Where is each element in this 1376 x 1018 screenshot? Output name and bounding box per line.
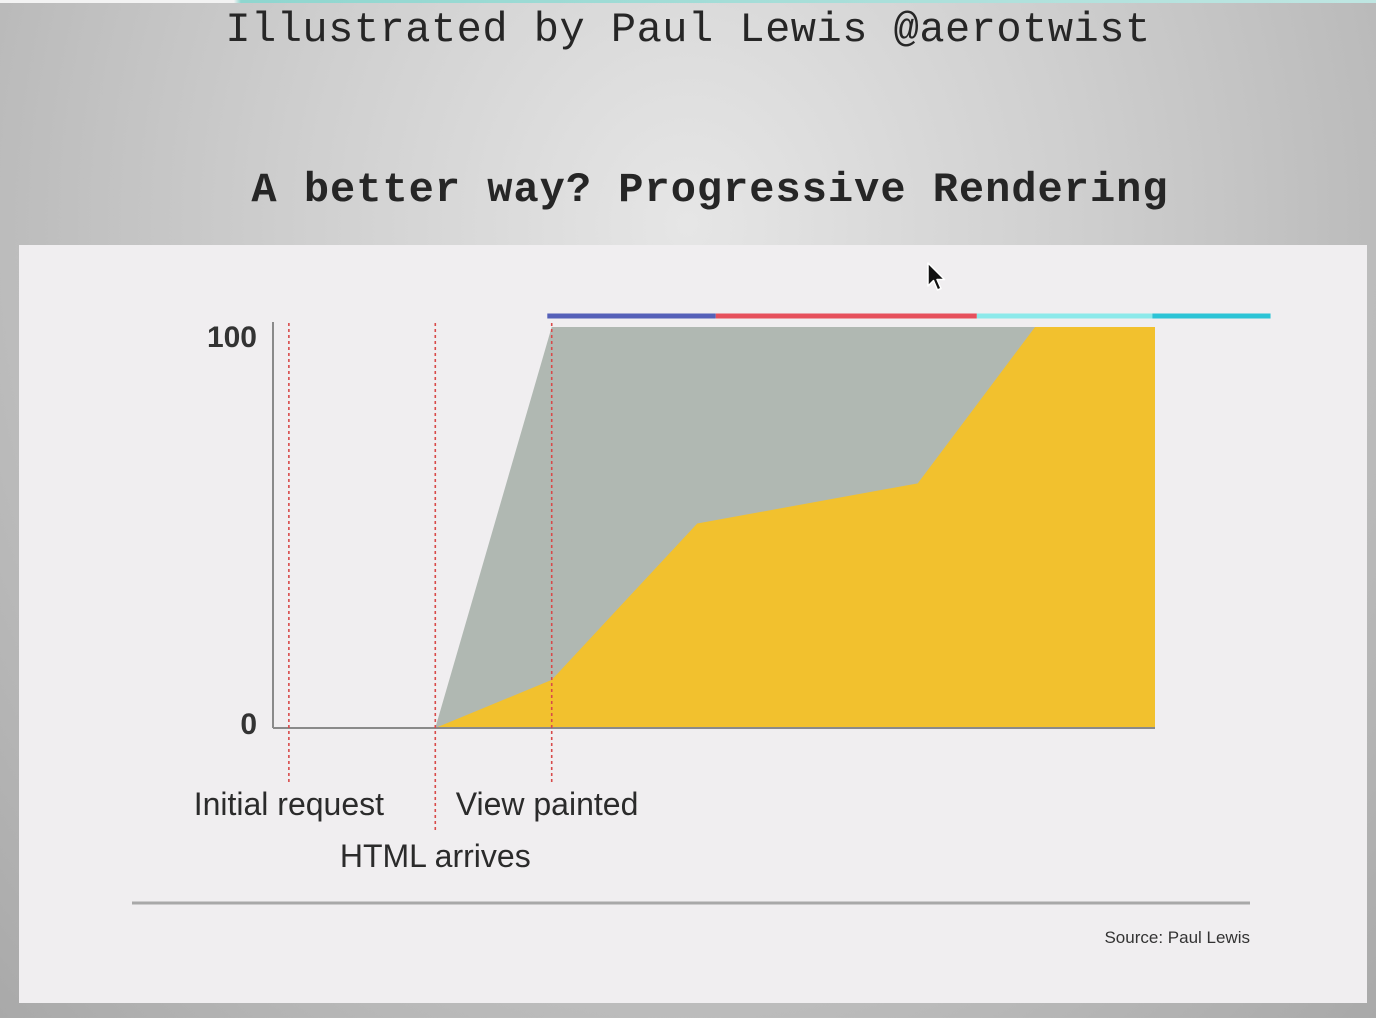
slide-title: A better way? Progressive Rendering: [251, 166, 1169, 214]
window-top-strip: [0, 0, 1376, 3]
chart-panel: 0 100 Initial request HTML arrives View pai…: [19, 245, 1367, 1003]
area-series-2: [273, 327, 1155, 728]
progressive-rendering-chart: 0 100 Initial request HTML arrives View pai…: [132, 313, 1271, 947]
event-label: View painted: [456, 786, 639, 822]
y-tick-label-100: 100: [207, 321, 257, 354]
mouse-pointer-icon: [927, 262, 946, 291]
y-tick-label-0: 0: [240, 708, 257, 741]
event-label: HTML arrives: [340, 838, 531, 874]
slide-credit: Illustrated by Paul Lewis @aerotwist: [225, 6, 1151, 54]
source-label: Source: Paul Lewis: [1104, 928, 1250, 947]
event-label: Initial request: [194, 786, 384, 822]
